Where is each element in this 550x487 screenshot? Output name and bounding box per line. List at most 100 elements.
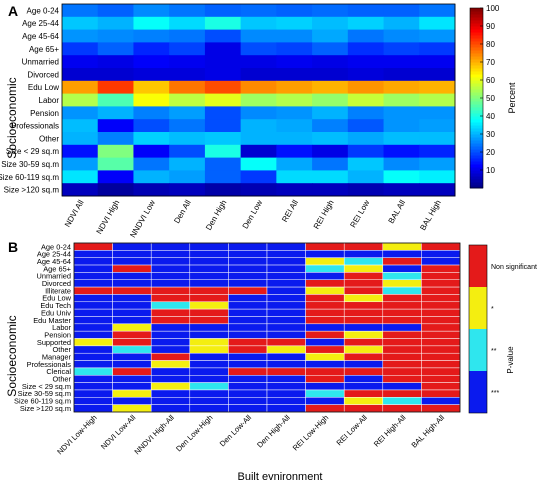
panel-a-row-label: Labor — [39, 96, 60, 105]
heatmap-a-cell-size-120-sq-m-rei-high — [312, 183, 349, 197]
heatmap-b-cell-unmarried-nndvi-high-all — [150, 272, 191, 280]
heatmap-a-cell-age-25-44-bal-high — [419, 16, 456, 31]
heatmap-a-cell-labor-bal-all — [383, 93, 420, 107]
heatmap-b-cell-size-29-sq-m-rei-high-all — [382, 382, 422, 391]
heatmap-a-cell-other-ndvi-all — [62, 132, 99, 146]
heatmap-a-cell-size-30-59-sq-m-bal-high — [419, 157, 456, 171]
panel-b-colorbar-label: P-value — [506, 346, 515, 374]
heatmap-b-cell-other-bal-high-all — [421, 375, 461, 383]
heatmap-b-cell-edu-tech-nndvi-high-all — [150, 301, 191, 310]
colorbar-a-segment — [470, 173, 483, 177]
colorbar-b-segment-1 — [469, 329, 487, 371]
heatmap-a-cell-other-rei-all — [276, 132, 313, 146]
heatmap-a-cell-labor-rei-low — [347, 93, 385, 107]
heatmap-b-cell-unmarried-den-high-all — [266, 272, 306, 280]
heatmap-a-cell-pension-bal-high — [419, 106, 456, 120]
panel-b-row-label: Age 0-24 — [41, 242, 71, 251]
heatmap-b-cell-professionals-den-high-all — [266, 360, 306, 369]
heatmap-a-cell-age-45-64-den-high — [204, 29, 242, 43]
heatmap-a-cell-professionals-ndvi-all — [62, 119, 99, 133]
colorbar-a-tick-label: 80 — [486, 40, 495, 49]
panel-b-column-label: NDVI Low-All — [99, 413, 138, 452]
heatmap-a-cell-divorced-den-all — [169, 68, 206, 82]
heatmap-a-cell-size-120-sq-m-den-high — [204, 183, 242, 197]
heatmap-a-cell-divorced-rei-low — [347, 68, 385, 82]
heatmap-b-cell-age-65-den-high-all — [266, 264, 306, 273]
panel-b-row-label: Pension — [44, 330, 71, 339]
heatmap-b-cell-other-nndvi-high-all — [150, 345, 191, 354]
heatmap-b-cell-supported-rei-low-high — [305, 338, 345, 347]
heatmap-b-cell-size-60-119-sq-m-den-high-all — [266, 397, 306, 405]
heatmap-b-cell-professionals-ndvi-low-high — [73, 360, 113, 369]
heatmap-a-cell-other-ndvi-high — [97, 132, 134, 146]
heatmap-b-cell-illiterate-den-high-all — [266, 286, 306, 295]
panel-a-row-label: Professionals — [11, 122, 59, 131]
heatmap-a-cell-age-0-24-bal-all — [383, 4, 420, 18]
colorbar-a-segment — [470, 92, 483, 96]
heatmap-a-cell-edu-low-den-high — [204, 80, 242, 95]
heatmap-b-cell-other-den-low-all — [228, 345, 268, 354]
panel-b-column-label: REI Low-All — [334, 413, 369, 448]
colorbar-a-segment — [470, 56, 483, 60]
heatmap-a-cell-size-29-sq-m-rei-low — [347, 144, 385, 159]
heatmap-a-cell-age-0-24-nndvi-low — [133, 4, 170, 18]
heatmap-b-cell-other-den-low-high — [189, 375, 229, 383]
colorbar-b-segment-0 — [469, 371, 487, 413]
heatmap-b-cell-edu-tech-ndvi-low-all — [112, 301, 152, 310]
heatmap-a-cell-age-65-den-all — [169, 42, 206, 56]
heatmap-a-cell-age-65-ndvi-all — [62, 42, 99, 56]
heatmap-b-cell-age-45-64-ndvi-low-all — [112, 257, 152, 266]
heatmap-b-cell-edu-univ-rei-low-high — [305, 308, 345, 317]
heatmap-b-cell-size-120-sq-m-rei-high-all — [382, 404, 422, 413]
heatmap-a-cell-age-65-nndvi-low — [133, 42, 170, 56]
heatmap-a-cell-age-25-44-nndvi-low — [133, 16, 170, 31]
heatmap-b-cell-unmarried-rei-high-all — [382, 272, 422, 280]
heatmap-a-cell-size-120-sq-m-ndvi-all — [62, 183, 99, 197]
colorbar-a-segment — [470, 152, 483, 156]
heatmap-a-cell-other-nndvi-low — [133, 132, 170, 146]
heatmap-a-cell-age-0-24-ndvi-all — [62, 4, 99, 18]
heatmap-b-cell-age-0-24-rei-low-all — [343, 242, 384, 251]
heatmap-a-cell-size-30-59-sq-m-ndvi-high — [97, 157, 134, 171]
colorbar-a-tick-label: 90 — [486, 22, 495, 31]
heatmap-a-cell-age-0-24-den-high — [204, 4, 242, 18]
heatmap-b-cell-manager-rei-low-high — [305, 352, 345, 361]
heatmap-a-cell-pension-den-high — [204, 106, 242, 120]
heatmap-a-cell-professionals-den-high — [204, 119, 242, 133]
heatmap-a-cell-other-den-low — [240, 132, 277, 146]
heatmap-b-cell-pension-den-low-all — [228, 330, 268, 339]
panel-a-row-label: Divorced — [27, 70, 59, 79]
heatmap-b-cell-age-65-rei-low-all — [343, 264, 384, 273]
heatmap-a-cell-age-25-44-den-high — [204, 16, 242, 31]
heatmap-a-cell-age-25-44-rei-high — [312, 16, 349, 31]
heatmap-b-cell-manager-ndvi-low-high — [73, 352, 113, 361]
heatmap-a-cell-age-25-44-den-all — [169, 16, 206, 31]
heatmap-b-cell-other-ndvi-low-high — [73, 375, 113, 383]
heatmap-a-cell-age-25-44-den-low — [240, 16, 277, 31]
panel-a-colorbar-ticks: 10 20 30 40 50 60 70 80 90 100 — [480, 4, 500, 175]
colorbar-a-segment — [470, 161, 483, 165]
panel-a-row-label: Age 25-44 — [22, 19, 59, 28]
panel-a-label: A — [8, 3, 18, 19]
heatmap-b-cell-age-0-24-bal-high-all — [421, 242, 461, 251]
colorbar-b-frame — [468, 244, 488, 414]
heatmap-a-cell-size-30-59-sq-m-den-all — [169, 157, 206, 171]
colorbar-a-segment — [470, 86, 483, 90]
heatmap-a-cell-age-45-64-rei-all — [276, 29, 313, 43]
heatmap-a-cell-size-29-sq-m-den-high — [204, 144, 242, 159]
heatmap-a-cell-age-45-64-nndvi-low — [133, 29, 170, 43]
heatmap-a-cell-size-29-sq-m-bal-high — [419, 144, 456, 159]
colorbar-a-segment — [470, 155, 483, 159]
heatmap-a-cell-size-60-119-sq-m-rei-all — [276, 170, 313, 184]
heatmap-b-cell-divorced-ndvi-low-high — [73, 279, 113, 288]
heatmap-b-cell-pension-nndvi-high-all — [150, 330, 191, 339]
heatmap-b-cell-size-60-119-sq-m-ndvi-low-high — [73, 397, 113, 405]
heatmap-a-cell-unmarried-nndvi-low — [133, 55, 170, 69]
panel-b-row-label: Divorced — [42, 279, 71, 288]
heatmap-a-cell-age-45-64-ndvi-high — [97, 29, 134, 43]
panel-a-column-label: REI High — [312, 199, 336, 231]
heatmap-b-cell-illiterate-rei-low-high — [305, 286, 345, 295]
heatmap-a-cell-size-30-59-sq-m-rei-high — [312, 157, 349, 171]
